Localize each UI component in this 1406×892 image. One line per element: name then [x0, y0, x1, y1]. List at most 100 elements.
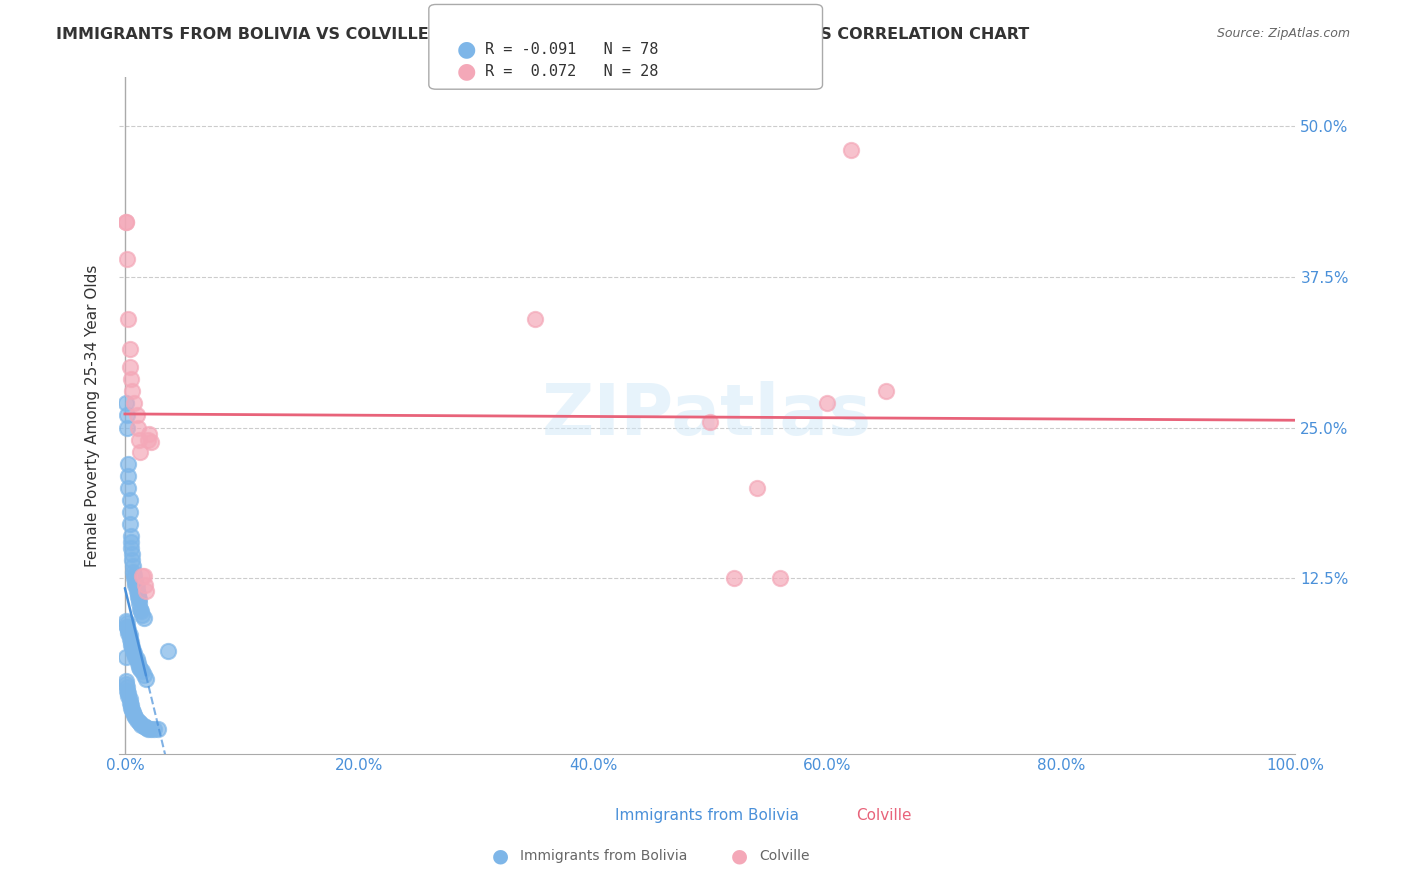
Point [117, 625, 139, 640]
Point [745, 481, 768, 495]
Point [117, 468, 139, 483]
Point [122, 572, 145, 586]
Point [131, 607, 153, 622]
Point [127, 656, 149, 670]
Point [134, 720, 156, 734]
Point [117, 620, 139, 634]
Point [136, 721, 159, 735]
Point [128, 592, 150, 607]
Point [129, 601, 152, 615]
Point [117, 689, 139, 703]
Point [138, 426, 160, 441]
Point [121, 553, 143, 567]
Text: ●: ● [457, 62, 477, 81]
Point [127, 587, 149, 601]
Point [117, 252, 139, 266]
Point [129, 604, 152, 618]
Point [129, 444, 152, 458]
Point [157, 644, 180, 658]
Point [117, 457, 139, 471]
Point [122, 706, 145, 720]
Point [132, 569, 155, 583]
Point [125, 580, 148, 594]
Point [117, 481, 139, 495]
Point [118, 696, 141, 710]
Point [127, 590, 149, 604]
Point [115, 215, 138, 229]
Point [143, 723, 166, 737]
Point [125, 652, 148, 666]
Point [131, 665, 153, 679]
Point [117, 420, 139, 434]
Text: R =  0.072   N = 28: R = 0.072 N = 28 [485, 64, 658, 78]
Point [129, 716, 152, 731]
Point [122, 707, 145, 722]
Point [723, 572, 745, 586]
Y-axis label: Female Poverty Among 25-34 Year Olds: Female Poverty Among 25-34 Year Olds [86, 264, 100, 566]
Point [120, 372, 142, 386]
Text: Immigrants from Bolivia: Immigrants from Bolivia [520, 849, 688, 863]
Point [129, 717, 152, 731]
Point [135, 672, 157, 686]
Point [122, 567, 145, 582]
Point [769, 572, 792, 586]
Point [118, 632, 141, 646]
Point [115, 676, 138, 690]
Point [115, 614, 138, 628]
Point [118, 692, 141, 706]
Point [128, 433, 150, 447]
Text: Colville: Colville [856, 807, 911, 822]
Point [115, 215, 138, 229]
Point [118, 505, 141, 519]
Point [121, 640, 143, 655]
Point [875, 384, 897, 399]
Point [117, 620, 139, 634]
Point [128, 596, 150, 610]
Point [117, 312, 139, 326]
Point [132, 611, 155, 625]
Point [125, 713, 148, 727]
Point [132, 668, 155, 682]
Point [117, 680, 139, 694]
Point [124, 575, 146, 590]
Point [124, 577, 146, 591]
Text: Colville: Colville [759, 849, 810, 863]
Point [118, 342, 141, 356]
Point [117, 683, 139, 698]
Point [117, 624, 139, 638]
Text: R = -0.091   N = 78: R = -0.091 N = 78 [485, 42, 658, 56]
Point [134, 577, 156, 591]
Point [122, 396, 145, 410]
Text: ●: ● [457, 39, 477, 59]
Point [139, 723, 162, 737]
Point [117, 409, 139, 423]
Point [139, 435, 162, 450]
Point [120, 638, 142, 652]
Text: ZIPatlas: ZIPatlas [543, 381, 872, 450]
Text: ●: ● [492, 847, 509, 866]
Text: IMMIGRANTS FROM BOLIVIA VS COLVILLE FEMALE POVERTY AMONG 25-34 YEAR OLDS CORRELA: IMMIGRANTS FROM BOLIVIA VS COLVILLE FEMA… [56, 27, 1029, 42]
Point [136, 723, 159, 737]
Point [121, 703, 143, 717]
Text: ●: ● [731, 847, 748, 866]
Point [128, 659, 150, 673]
Point [122, 646, 145, 660]
Point [120, 535, 142, 549]
Point [146, 723, 169, 737]
Point [122, 566, 145, 580]
Point [523, 312, 546, 326]
Point [120, 541, 142, 556]
Point [117, 686, 139, 700]
Point [120, 698, 142, 713]
Point [125, 409, 148, 423]
Point [129, 662, 152, 676]
Point [118, 360, 141, 375]
Point [121, 547, 143, 561]
Point [120, 635, 142, 649]
Point [124, 710, 146, 724]
Point [839, 143, 862, 157]
Point [125, 583, 148, 598]
Point [120, 700, 142, 714]
Point [118, 493, 141, 508]
Point [699, 415, 721, 429]
